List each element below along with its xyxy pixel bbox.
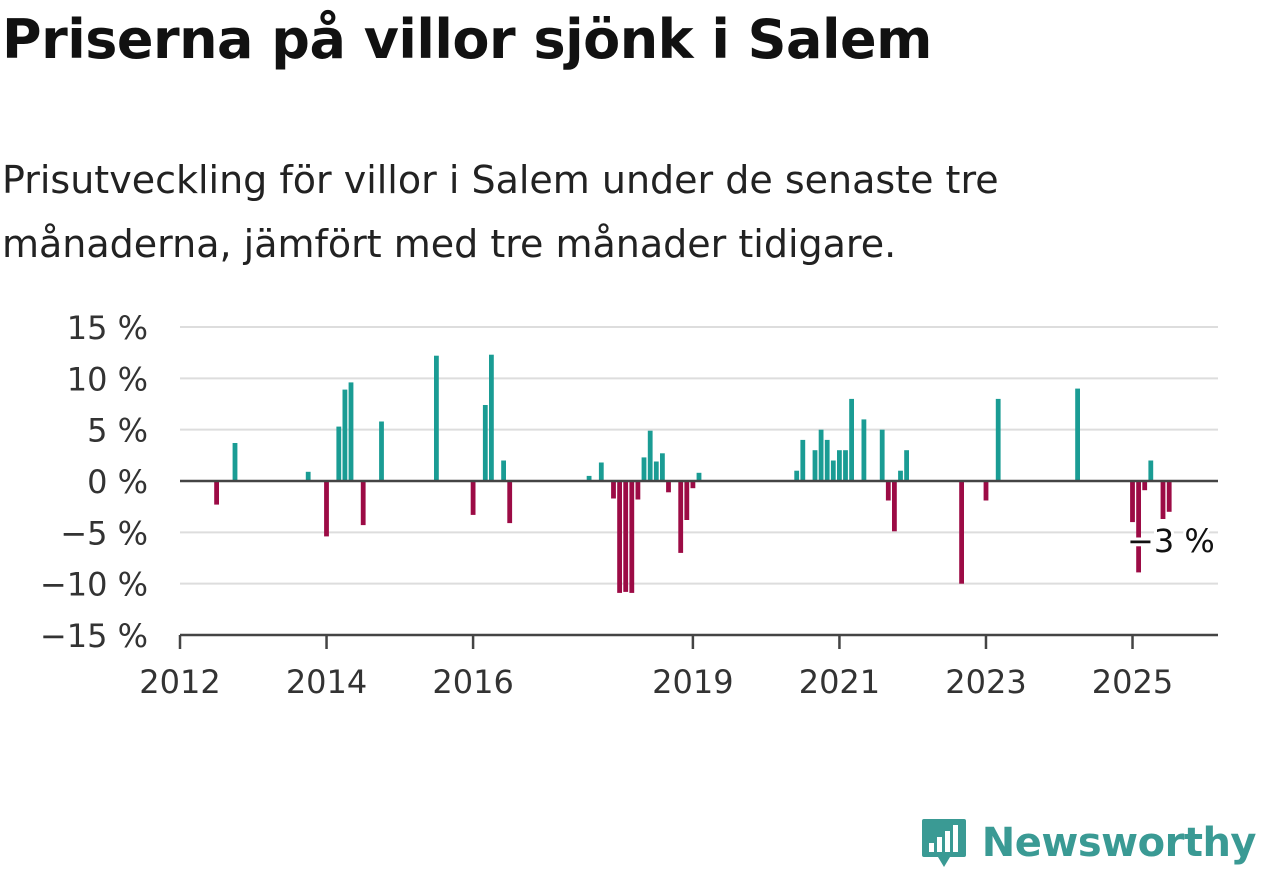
bar xyxy=(635,481,641,500)
bar xyxy=(482,405,488,481)
annotation: −3 % xyxy=(1124,519,1218,563)
bar xyxy=(794,470,800,481)
bar xyxy=(336,426,342,481)
axes xyxy=(178,479,1218,649)
y-axis-labels: 15 % 10 % 5 % 0 % −5 % −10 % −15 % xyxy=(40,309,148,655)
bar xyxy=(379,421,384,481)
bar-chart: 15 %10 %5 %0 %−5 %−10 %−15 % 2012 2014 201… xyxy=(40,309,1218,701)
bar xyxy=(629,481,635,593)
bar xyxy=(660,453,665,481)
bar xyxy=(1148,460,1154,481)
chart-title: Priserna på villor sjönk i Salem xyxy=(2,8,932,71)
bar xyxy=(1130,481,1135,523)
bar xyxy=(898,470,903,481)
bar xyxy=(623,481,629,592)
bar xyxy=(214,481,219,505)
bar xyxy=(507,481,513,524)
y-tick-label: 15 % xyxy=(67,309,148,347)
x-tick-label: 2014 xyxy=(286,663,367,701)
bar xyxy=(800,439,806,481)
bar xyxy=(1075,388,1080,481)
bar xyxy=(849,398,854,481)
bar xyxy=(983,481,989,501)
bar xyxy=(824,439,830,481)
bar xyxy=(434,355,439,481)
bars xyxy=(214,354,1172,593)
bar xyxy=(641,457,647,481)
brand-logo: Newsworthy xyxy=(920,817,1257,869)
bar xyxy=(959,481,964,584)
newsworthy-logo-icon xyxy=(921,819,966,867)
bar xyxy=(812,450,818,481)
bar xyxy=(678,481,684,553)
bar xyxy=(1136,481,1141,573)
bar xyxy=(995,398,1001,481)
bar xyxy=(861,419,867,481)
bar xyxy=(305,471,311,481)
bar xyxy=(489,354,494,481)
bar xyxy=(232,443,238,481)
bar xyxy=(879,429,885,481)
bar xyxy=(647,430,653,481)
bar xyxy=(1142,481,1148,491)
bar xyxy=(501,460,506,481)
bar xyxy=(818,429,824,481)
y-tick-label: 10 % xyxy=(67,360,148,398)
bar xyxy=(904,450,909,481)
x-tick-label: 2012 xyxy=(139,663,220,701)
bar xyxy=(617,481,622,593)
x-axis-labels: 2012 2014 2016 2019 2021 2023 2025 xyxy=(139,663,1173,701)
bar xyxy=(611,481,616,499)
bar xyxy=(885,481,891,501)
bar xyxy=(342,389,348,481)
bar xyxy=(1166,481,1172,512)
x-tick-label: 2019 xyxy=(652,663,733,701)
bar xyxy=(843,450,848,481)
y-tick-label: −15 % xyxy=(40,617,148,655)
bar xyxy=(696,472,702,481)
bar xyxy=(892,481,897,532)
y-tick-label: 0 % xyxy=(87,463,148,501)
bar xyxy=(324,481,329,537)
y-tick-label: −10 % xyxy=(40,566,148,604)
bar xyxy=(653,461,659,481)
x-tick-label: 2021 xyxy=(799,663,880,701)
bar xyxy=(690,481,696,489)
y-tick-label: 5 % xyxy=(87,412,148,450)
brand-name: Newsworthy xyxy=(981,820,1257,866)
x-tick-label: 2016 xyxy=(432,663,513,701)
bar xyxy=(666,481,671,493)
bar xyxy=(684,481,690,520)
y-tick-label: −5 % xyxy=(60,514,148,552)
bar xyxy=(586,475,592,481)
x-tick-label: 2025 xyxy=(1092,663,1173,701)
bar xyxy=(598,462,604,481)
chart-subtitle: Prisutveckling för villor i Salem under … xyxy=(2,158,999,266)
bar xyxy=(837,450,842,481)
x-tick-label: 2023 xyxy=(945,663,1026,701)
bar xyxy=(830,460,836,481)
bar xyxy=(1160,481,1166,519)
bar xyxy=(470,481,476,515)
annotation-label: −3 % xyxy=(1127,522,1215,560)
bar xyxy=(360,481,366,526)
bar xyxy=(348,382,354,481)
